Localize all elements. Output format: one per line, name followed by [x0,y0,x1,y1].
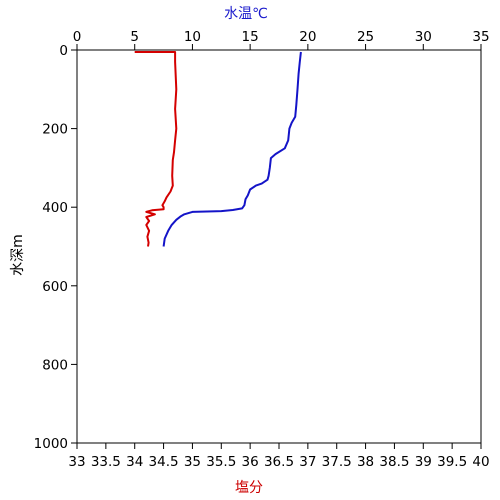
top-tick-label: 25 [357,29,374,45]
bottom-tick-label: 36 [242,454,259,470]
bottom-tick-label: 38.5 [379,454,409,470]
top-tick-label: 35 [472,29,489,45]
left-tick-label: 0 [59,43,68,59]
left-tick-label: 1000 [34,436,68,452]
bottom-tick-label: 33.5 [91,454,121,470]
top-tick-label: 15 [242,29,259,45]
temperature-series-line [162,51,302,247]
top-tick-label: 0 [73,29,82,45]
bottom-tick-label: 35.5 [206,454,236,470]
left-axis-title: 水深m [10,234,26,276]
bottom-tick-label: 38 [357,454,374,470]
left-tick-label: 800 [42,357,68,373]
bottom-axis-title: 塩分 [235,480,263,496]
bottom-tick-label: 39 [415,454,432,470]
bottom-tick-label: 33 [68,454,85,470]
left-tick-label: 200 [42,122,68,138]
bottom-tick-label: 35 [184,454,201,470]
series-layer [134,51,302,247]
top-axis-ticks: 0 5 10 15 20 25 30 35 [73,29,490,50]
top-tick-label: 30 [415,29,432,45]
left-axis-ticks: 0 200 400 600 800 1000 [34,43,77,452]
top-tick-label: 10 [184,29,201,45]
bottom-axis-ticks: 33 33.5 34 34.5 35 35.5 36 36.5 37 37.5 38 38.5 39 39… [68,443,490,470]
bottom-tick-label: 39.5 [437,454,467,470]
top-tick-label: 20 [299,29,316,45]
bottom-tick-label: 40 [472,454,489,470]
top-axis-title: 水温℃ [224,6,268,22]
bottom-tick-label: 36.5 [264,454,294,470]
left-tick-label: 600 [42,279,68,295]
plot-frame [76,49,482,444]
bottom-tick-label: 34.5 [149,454,179,470]
bottom-tick-label: 37.5 [322,454,352,470]
bottom-tick-label: 34 [126,454,143,470]
top-tick-label: 5 [130,29,139,45]
salinity-series-line [134,51,178,247]
bottom-tick-label: 37 [299,454,316,470]
left-tick-label: 400 [42,200,68,216]
